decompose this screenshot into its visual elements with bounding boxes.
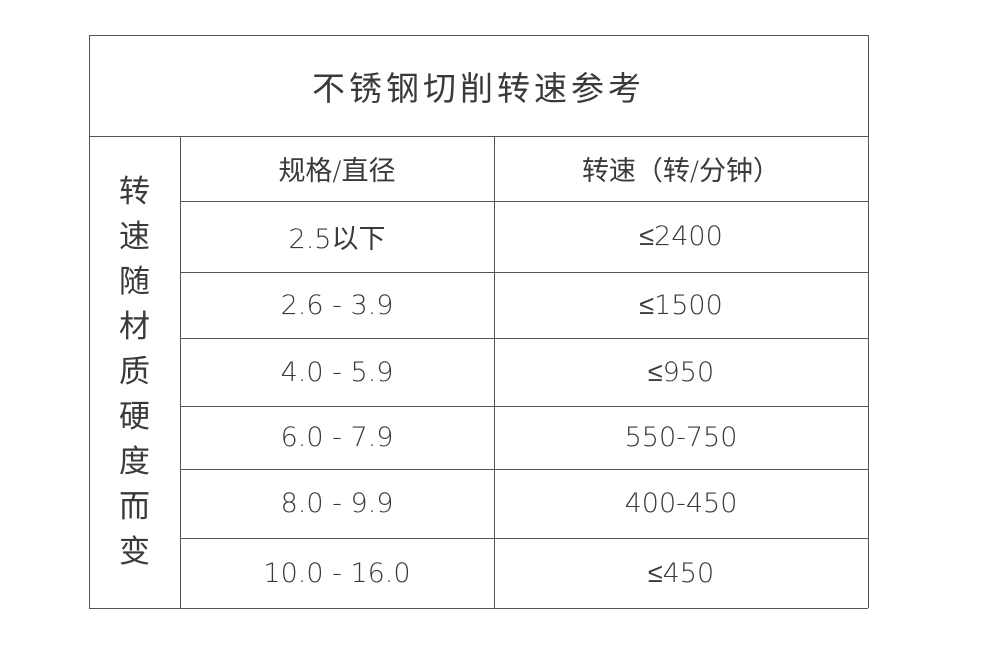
table-border <box>89 35 90 608</box>
cell-diameter: 8.0 - 9.9 <box>280 488 394 519</box>
table-border <box>180 272 868 273</box>
cell-speed: ≤450 <box>647 557 715 589</box>
header-speed: 转速（转/分钟） <box>581 156 781 187</box>
side-label-char: 速 <box>119 218 150 255</box>
side-label: 转速随材质硬度而变 <box>89 136 180 608</box>
table-border <box>868 35 869 608</box>
side-label-char: 而 <box>119 488 150 525</box>
cell-diameter: 10.0 - 16.0 <box>263 557 411 589</box>
cell-speed: 550-750 <box>624 422 738 453</box>
table-border <box>180 201 868 202</box>
cell-speed: ≤950 <box>647 356 715 388</box>
cell-speed: 400-450 <box>624 488 738 519</box>
table-border <box>89 136 868 137</box>
table-border <box>180 136 181 608</box>
cell-diameter: 4.0 - 5.9 <box>280 356 394 388</box>
side-label-char: 质 <box>119 353 150 390</box>
table-border <box>180 338 868 339</box>
side-label-char: 变 <box>119 533 150 570</box>
cell-diameter: 6.0 - 7.9 <box>280 422 394 453</box>
table-title: 不锈钢切削转速参考 <box>312 68 645 108</box>
cell-speed: ≤1500 <box>639 289 723 321</box>
table-border <box>494 136 495 608</box>
table-border <box>180 469 868 470</box>
table-border <box>89 35 868 36</box>
side-label-char: 材 <box>119 308 150 345</box>
table-border <box>180 406 868 407</box>
header-diameter: 规格/直径 <box>278 156 396 187</box>
side-label-char: 硬 <box>119 398 150 435</box>
side-label-char: 转 <box>119 173 150 210</box>
cell-diameter: 2.5以下 <box>288 224 386 255</box>
cell-diameter: 2.6 - 3.9 <box>280 289 394 321</box>
cell-speed: ≤2400 <box>639 221 723 252</box>
side-label-char: 度 <box>119 443 150 480</box>
side-label-char: 随 <box>119 263 150 300</box>
table-border <box>89 608 868 609</box>
table-border <box>180 538 868 539</box>
